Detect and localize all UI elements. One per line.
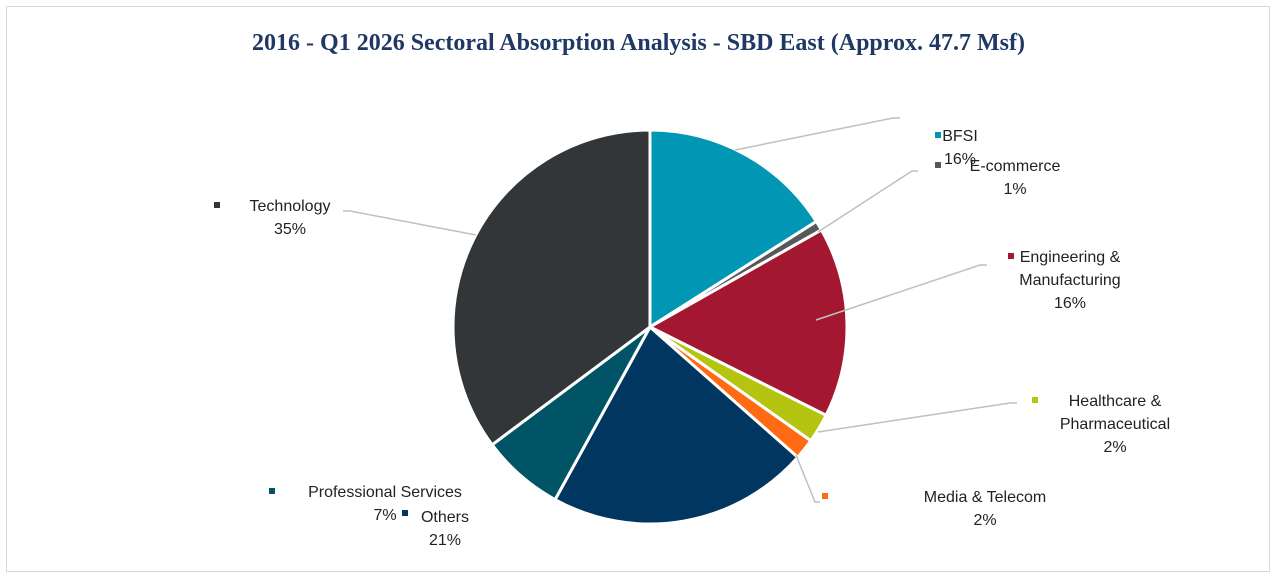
leader-line-e-commerce xyxy=(817,170,918,233)
legend-key-bfsi xyxy=(935,132,941,138)
data-label-others: Others 21% xyxy=(421,509,469,549)
data-label-e-commerce: E-commerce 1% xyxy=(970,158,1061,198)
pie-slice-engineering-manufacturing xyxy=(646,227,849,418)
legend-key-e-commerce xyxy=(935,162,941,168)
legend-key-media-telecom xyxy=(822,493,828,499)
chart-title: 2016 - Q1 2026 Sectoral Absorption Analy… xyxy=(252,30,1025,56)
data-label-media-telecom: Media & Telecom 2% xyxy=(924,489,1046,529)
legend-key-healthcare-pharmaceutical xyxy=(1032,397,1038,403)
data-label-value: 21% xyxy=(429,532,461,549)
leader-line-engineering-manufacturing xyxy=(815,264,987,321)
pie-slice-others xyxy=(553,324,800,526)
leader-line-technology xyxy=(343,210,477,236)
data-label-name: E-commerce xyxy=(970,158,1061,175)
data-label-value: 2% xyxy=(1103,439,1126,456)
data-label-engineering-manufacturing: Engineering & Manufacturing 16% xyxy=(1019,249,1120,312)
data-label-name: Professional Services xyxy=(308,484,462,501)
data-label-value: 1% xyxy=(1003,181,1026,198)
data-label-value: 16% xyxy=(1054,295,1086,312)
data-label-name: Engineering & xyxy=(1020,249,1121,266)
legend-key-professional-services xyxy=(269,488,275,494)
legend-key-engineering-manufacturing xyxy=(1008,253,1014,259)
data-label-name: Pharmaceutical xyxy=(1060,416,1170,433)
data-label-value: 2% xyxy=(973,512,996,529)
data-label-professional-services: Professional Services 7% xyxy=(308,484,462,524)
data-label-name: Others xyxy=(421,509,469,526)
data-label-name: BFSI xyxy=(942,128,978,145)
data-label-healthcare-pharmaceutical: Healthcare & Pharmaceutical 2% xyxy=(1060,393,1170,456)
legend-key-technology xyxy=(214,202,220,208)
data-label-value: 35% xyxy=(274,221,306,238)
leader-line-bfsi xyxy=(734,117,900,151)
legend-key-others xyxy=(402,510,408,516)
data-label-name: Technology xyxy=(250,198,331,215)
data-label-bfsi: BFSI 16% xyxy=(942,128,978,168)
data-label-name: Media & Telecom xyxy=(924,489,1046,506)
leader-line-healthcare-pharmaceutical xyxy=(817,402,1017,433)
pie-slice-technology xyxy=(451,128,652,447)
data-label-technology: Technology 35% xyxy=(250,198,331,238)
data-label-name: Healthcare & xyxy=(1069,393,1162,410)
data-label-name: Manufacturing xyxy=(1019,272,1120,289)
pie-slice-bfsi xyxy=(648,128,819,330)
data-label-value: 16% xyxy=(944,151,976,168)
leader-line-media-telecom xyxy=(795,454,820,503)
data-label-value: 7% xyxy=(373,507,396,524)
